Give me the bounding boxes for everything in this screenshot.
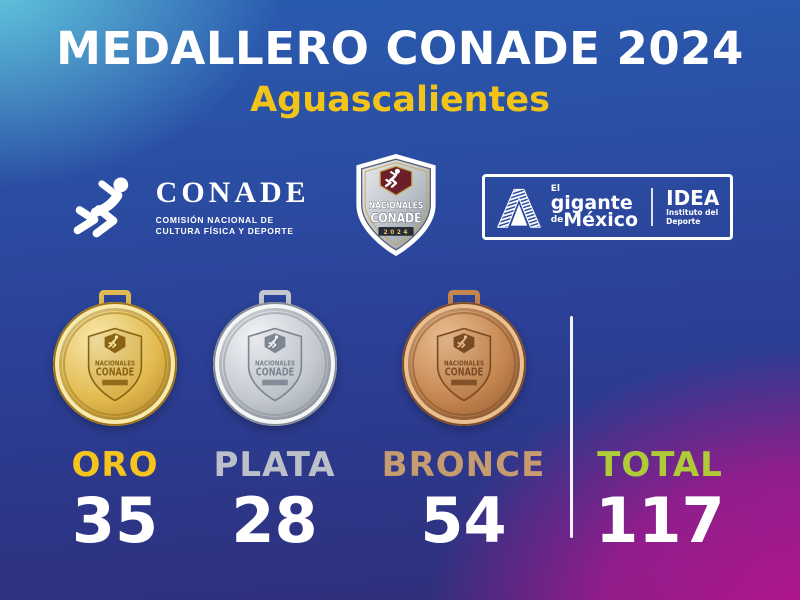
medal-ribbon-loop-icon	[447, 290, 480, 305]
gold-medal-column: NACIONALES CONADE ORO 35	[18, 290, 212, 552]
svg-text:2024: 2024	[383, 230, 409, 236]
svg-text:NACIONALES: NACIONALES	[444, 358, 484, 367]
idea-wordmark: IDEA	[666, 185, 720, 210]
aguascalientes-a-icon	[496, 188, 541, 228]
subtitle-state: Aguascalientes	[250, 80, 550, 121]
svg-text:CONADE: CONADE	[255, 366, 293, 378]
bronze-medal-column: NACIONALES CONADE BRONCE 54	[361, 290, 566, 552]
idea-gigante-logo: El gigante deMéxico IDEA Instituto del D…	[481, 174, 734, 241]
conade-wordmark-block: CONADE COMISIÓN NACIONAL DE CULTURA FÍSI…	[155, 175, 310, 237]
medal-tally: NACIONALES CONADE ORO 35	[0, 290, 800, 552]
conade-logo: CONADE COMISIÓN NACIONAL DE CULTURA FÍSI…	[67, 174, 310, 240]
silver-medal: NACIONALES CONADE	[212, 290, 337, 442]
header: MEDALLERO CONADE 2024 Aguascalientes	[0, 0, 800, 118]
crest-runner-icon	[384, 168, 400, 189]
gigante-de-mexico-text: El gigante deMéxico	[550, 184, 639, 232]
bronze-count: 54	[420, 484, 507, 557]
total-divider-line	[570, 316, 573, 538]
gold-medal: NACIONALES CONADE	[53, 290, 177, 442]
svg-text:CONADE: CONADE	[370, 211, 421, 227]
page-title: MEDALLERO CONADE 2024	[56, 22, 744, 75]
nacionales-conade-shield-logo: NACIONALES CONADE 2024	[352, 152, 440, 262]
total-count: 117	[595, 484, 725, 557]
idea-text-block: IDEA Instituto del Deporte	[666, 185, 720, 226]
conade-wordmark: CONADE	[155, 175, 310, 209]
total-column: TOTAL 117	[546, 290, 774, 552]
medal-ribbon-loop-icon	[99, 290, 131, 305]
idea-divider-line	[651, 188, 654, 227]
svg-text:CONADE: CONADE	[96, 366, 134, 378]
runner-icon	[73, 177, 128, 238]
svg-text:NACIONALES: NACIONALES	[255, 358, 295, 367]
bronze-medal: NACIONALES CONADE	[401, 290, 526, 442]
medal-ribbon-loop-icon	[258, 290, 291, 305]
bronze-label: BRONCE	[381, 445, 546, 485]
crest-shape	[379, 165, 413, 197]
silver-medal-column: NACIONALES CONADE PLATA 28	[188, 290, 361, 552]
gold-count: 35	[71, 484, 159, 557]
svg-text:NACIONALES: NACIONALES	[368, 201, 423, 212]
svg-text:NACIONALES: NACIONALES	[95, 358, 135, 367]
silver-count: 28	[231, 484, 318, 557]
gold-label: ORO	[71, 445, 159, 485]
total-label: TOTAL	[597, 445, 723, 485]
svg-text:CONADE: CONADE	[444, 366, 482, 378]
conade-tagline: COMISIÓN NACIONAL DE CULTURA FÍSICA Y DE…	[155, 214, 294, 236]
logos-row: CONADE COMISIÓN NACIONAL DE CULTURA FÍSI…	[0, 152, 800, 262]
silver-label: PLATA	[213, 445, 336, 485]
